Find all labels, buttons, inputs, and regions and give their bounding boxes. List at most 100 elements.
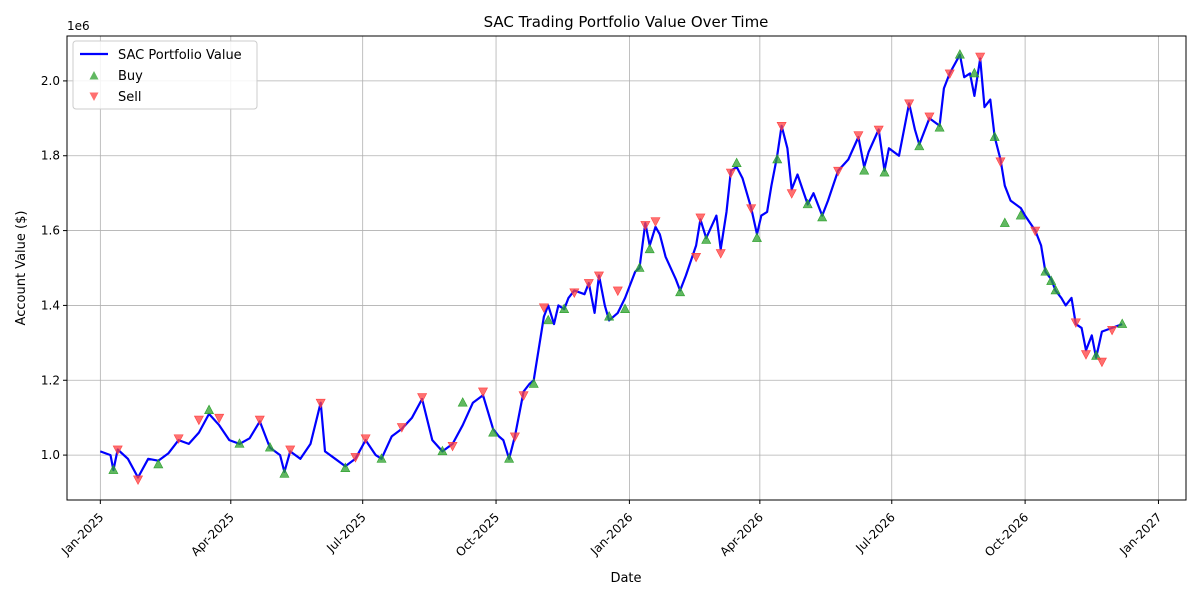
buy-marker [153, 458, 164, 469]
sell-marker [853, 131, 864, 141]
chart-title: SAC Trading Portfolio Value Over Time [484, 13, 769, 31]
buy-marker [954, 49, 965, 59]
buy-marker [817, 211, 828, 222]
sell-marker [640, 221, 651, 231]
buy-marker [675, 286, 686, 297]
plot-frame [66, 35, 1187, 501]
sell-marker [873, 125, 884, 136]
grid [67, 36, 1186, 500]
buy-marker [914, 140, 925, 151]
sell-marker [214, 413, 225, 424]
buy-marker [934, 122, 945, 132]
y-tick-label: 1.6 [41, 224, 60, 238]
sell-marker [725, 168, 736, 179]
buy-marker [731, 157, 742, 168]
buy-marker [969, 67, 980, 78]
buy-marker [701, 234, 712, 244]
sell-marker [833, 166, 844, 177]
buy-marker [559, 303, 570, 313]
buy-marker [634, 262, 645, 272]
sell-marker [173, 434, 184, 444]
buy-marker [1040, 266, 1051, 276]
sell-marker [715, 249, 726, 259]
sell-marker [417, 393, 428, 403]
buy-marker [437, 445, 448, 456]
buy-marker [772, 153, 783, 164]
buy-marker [859, 165, 870, 175]
sell-marker [776, 122, 787, 132]
sell-marker [350, 453, 361, 463]
sell-marker [612, 286, 623, 297]
buy-marker [1117, 318, 1128, 328]
sell-marker [254, 415, 265, 426]
sell-marker [447, 441, 458, 452]
buy-marker [234, 438, 245, 448]
buy-marker [751, 232, 762, 242]
buy-marker [604, 311, 615, 321]
sell-marker [1080, 350, 1091, 360]
y-tick-label: 2.0 [41, 74, 60, 88]
buy-marker [620, 303, 631, 313]
y-tick-label: 1.0 [41, 448, 60, 462]
buy-marker [488, 427, 499, 437]
buy-marker [504, 453, 515, 463]
legend-label-sell: Sell [118, 90, 141, 105]
buy-marker [1046, 275, 1057, 285]
sell-marker [569, 288, 580, 298]
legend-swatch-sell [89, 92, 99, 101]
sell-marker [112, 445, 123, 456]
sell-marker [995, 157, 1006, 167]
sell-marker [538, 303, 549, 313]
sell-marker [746, 204, 757, 214]
sell-marker [193, 415, 204, 426]
sell-marker [360, 434, 371, 444]
sell-marker [518, 391, 529, 401]
sell-marker [1070, 318, 1081, 328]
sell-marker [285, 445, 296, 456]
legend-label-portfolio: SAC Portfolio Value [118, 48, 242, 63]
legend-swatch-buy [89, 71, 99, 80]
y-axis-offset-label: 1e6 [67, 19, 90, 33]
sell-marker [478, 387, 488, 398]
buy-marker [264, 441, 275, 452]
buy-marker [999, 217, 1010, 227]
buy-marker [879, 166, 890, 177]
sell-marker [924, 112, 935, 123]
buy-marker [340, 462, 351, 472]
y-tick-label: 1.4 [41, 298, 60, 312]
buy-marker [204, 404, 215, 414]
sell-marker [691, 252, 702, 263]
buy-marker [644, 243, 655, 254]
y-axis-label: Account Value ($) [14, 211, 29, 326]
buy-marker [802, 198, 813, 209]
series-layer [99, 49, 1128, 486]
buy-marker [108, 464, 119, 474]
sell-marker [1096, 357, 1107, 368]
buy-marker [279, 468, 290, 478]
y-tick-label: 1.2 [41, 373, 60, 387]
buy-marker [989, 131, 1000, 141]
sell-marker [944, 69, 955, 80]
legend-label-buy: Buy [118, 69, 143, 84]
x-axis-label: Date [610, 571, 641, 586]
buy-marker [543, 314, 554, 325]
sell-marker [695, 213, 706, 224]
legend-box [72, 40, 258, 110]
sell-marker [904, 99, 915, 109]
sell-marker [1107, 325, 1118, 336]
sell-marker [593, 271, 604, 282]
legend: SAC Portfolio Value Buy Sell [72, 40, 258, 110]
series-line-portfolio-value [99, 53, 1123, 479]
sell-marker [650, 217, 661, 227]
sell-marker [1030, 226, 1041, 237]
buy-marker [1050, 284, 1061, 295]
sell-marker [975, 52, 986, 63]
sell-markers [112, 52, 1118, 486]
buy-marker [457, 397, 468, 407]
buy-markers [108, 49, 1128, 478]
buy-marker [528, 378, 539, 388]
buy-marker [376, 453, 387, 463]
y-tick-label: 1.8 [41, 149, 60, 163]
sell-marker [509, 432, 520, 443]
